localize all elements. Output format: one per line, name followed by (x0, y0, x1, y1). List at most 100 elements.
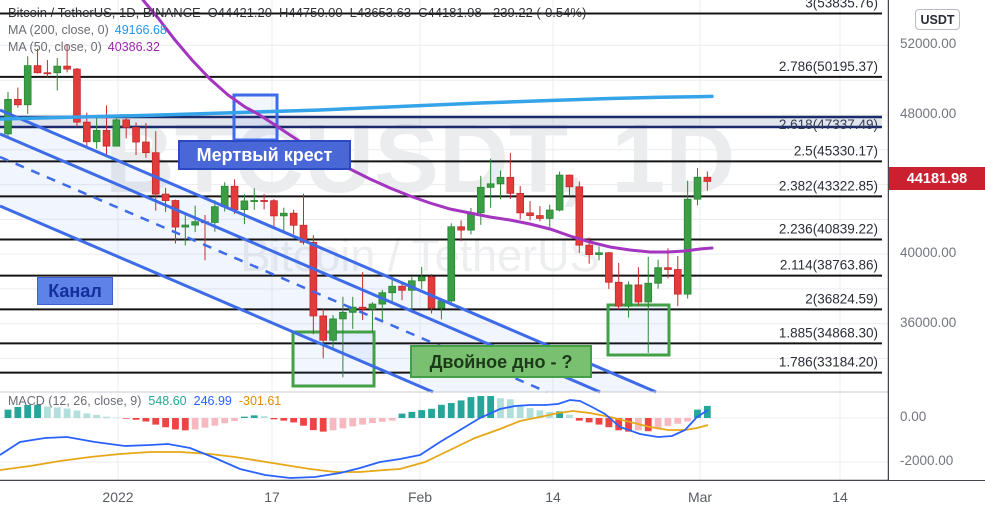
time-axis-label: 14 (832, 489, 848, 505)
candle-body (457, 226, 465, 231)
time-axis-label: 14 (545, 489, 561, 505)
macd-histogram-bar (191, 418, 199, 430)
macd-histogram-bar (181, 418, 189, 431)
fib-level-label: 2.618(47337.49) (779, 117, 878, 132)
macd-signal-line (0, 410, 709, 473)
fib-level-label: 1.885(34868.30) (779, 325, 878, 340)
double-bottom-box[interactable] (606, 303, 671, 357)
macd-histogram-bar (201, 418, 209, 428)
macd-histogram-bar (477, 396, 485, 418)
candle-body (122, 119, 131, 128)
macd-histogram-bar (418, 410, 426, 418)
macd-histogram-bar (556, 411, 563, 418)
macd-histogram-bar (162, 418, 169, 428)
macd-histogram-bar (694, 409, 701, 418)
candle-body (605, 252, 613, 283)
macd-histogram-bar (103, 416, 110, 418)
macd-histogram-bar (211, 418, 219, 426)
candle-body (516, 192, 524, 214)
macd-histogram-bar (625, 418, 632, 432)
candle-body (270, 200, 278, 217)
candle-body (151, 152, 160, 195)
candle-body (319, 315, 327, 341)
macd-histogram-bar (605, 418, 613, 428)
macd-histogram-bar (241, 416, 248, 418)
candle-body (53, 65, 62, 74)
candle-body (575, 186, 584, 246)
macd-histogram-bar (24, 405, 32, 418)
macd-line (0, 399, 709, 479)
candle-body (23, 65, 32, 106)
candle-body (703, 176, 712, 182)
macd-histogram-bar (378, 418, 386, 422)
candle-body (339, 311, 347, 320)
channel-annotation[interactable]: Канал (37, 277, 113, 305)
candle-body (142, 141, 150, 154)
candle-body (211, 206, 219, 223)
macd-histogram-bar (487, 396, 495, 418)
current-price-badge: 44181.98 (889, 167, 985, 190)
macd-histogram-bar (93, 414, 101, 418)
macd-legend: MACD (12, 26, close, 9) 548.60 246.99 -301.… (8, 394, 281, 408)
macd-histogram-bar (53, 407, 61, 418)
candle-body (388, 285, 396, 294)
macd-histogram-bar (280, 418, 288, 421)
macd-histogram-bar (221, 418, 229, 424)
price-axis[interactable]: USDT 44181.98 52000.00 48000.00 40000.00 36… (889, 0, 985, 480)
candle-body (112, 119, 121, 147)
macd-histogram-bar (575, 418, 583, 421)
macd-histogram-bar (506, 399, 514, 418)
macd-histogram-bar (536, 410, 544, 418)
currency-toggle-button[interactable]: USDT (915, 9, 960, 30)
candle-body (634, 284, 643, 303)
macd-histogram-bar (290, 418, 298, 423)
candle-body (299, 224, 308, 243)
time-axis-label: Mar (687, 489, 713, 505)
macd-histogram-bar (83, 413, 91, 418)
price-axis-label: 40000.00 (900, 245, 957, 260)
death-cross-annotation[interactable]: Мертвый крест (178, 140, 351, 170)
macd-histogram-bar (664, 418, 672, 426)
price-axis-label: 52000.00 (900, 36, 957, 51)
candle-body (358, 306, 367, 310)
candle-body (171, 200, 180, 228)
macd-histogram-bar (428, 408, 435, 418)
fib-level-label: 2.236(40839.22) (779, 222, 878, 237)
macd-histogram-bar (654, 418, 662, 429)
price-axis-label: 48000.00 (900, 106, 957, 121)
candle-body (132, 127, 140, 143)
candle-body (220, 185, 229, 208)
macd-histogram-bar (369, 418, 376, 424)
macd-histogram-bar (300, 418, 307, 426)
macd-histogram-bar (349, 418, 357, 427)
candle-body (4, 98, 12, 135)
price-axis-label: -2000.00 (900, 453, 954, 468)
candle-body (526, 212, 534, 216)
candle-body (585, 244, 593, 255)
candle-body (467, 212, 475, 231)
channel-line[interactable] (0, 204, 434, 394)
macd-histogram-bar (457, 400, 465, 418)
candle-body (674, 269, 682, 295)
macd-histogram-bar (447, 403, 455, 418)
candle-body (555, 174, 564, 211)
macd-histogram-bar (526, 408, 534, 418)
macd-histogram-bar (585, 418, 593, 423)
double-bottom-annotation[interactable]: Двойное дно - ? (410, 345, 592, 378)
fib-band (0, 117, 882, 127)
candle-body (181, 224, 190, 228)
macd-line-value: 246.99 (193, 394, 232, 408)
candle-body (486, 183, 495, 188)
candle-body (63, 65, 71, 70)
candle-body (250, 200, 259, 202)
fib-level-label: 1.786(33184.20) (779, 355, 878, 370)
macd-histogram-bar (359, 418, 366, 425)
death-cross-rect[interactable] (232, 93, 279, 142)
candle-body (536, 215, 544, 219)
candle-body (545, 209, 554, 219)
macd-histogram-bar (674, 418, 682, 424)
time-axis[interactable]: 2022 17 Feb 14 Mar 14 (0, 481, 985, 516)
macd-histogram-bar (270, 418, 278, 420)
